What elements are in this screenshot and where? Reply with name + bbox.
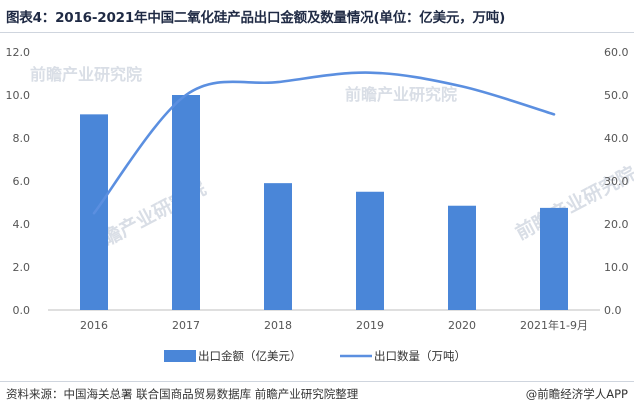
legend: 出口金额（亿美元） 出口数量（万吨） — [164, 349, 466, 363]
legend-label-amount: 出口金额（亿美元） — [198, 349, 302, 363]
bar-2020 — [448, 205, 476, 310]
x-tick-label: 2019 — [356, 319, 384, 332]
x-tick-label: 2018 — [264, 319, 292, 332]
x-tick-label: 2020 — [448, 319, 476, 332]
left-tick-label: 6.0 — [13, 175, 31, 188]
left-tick-label: 4.0 — [13, 218, 31, 231]
source-note: 资料来源：中国海关总署 联合国商品贸易数据库 前瞻产业研究院整理 — [6, 387, 359, 401]
left-tick-label: 12.0 — [6, 46, 31, 59]
right-tick-label: 0.0 — [604, 304, 622, 317]
right-tick-label: 30.0 — [604, 175, 629, 188]
x-tick-label: 2021年1-9月 — [520, 318, 588, 332]
right-tick-label: 50.0 — [604, 89, 629, 102]
line-quantity — [92, 71, 556, 215]
bar-2018 — [264, 183, 292, 310]
footer-divider — [0, 381, 634, 382]
left-tick-label: 10.0 — [6, 89, 31, 102]
legend-label-quantity: 出口数量（万吨） — [374, 349, 466, 363]
brand-credit: @前瞻经济学人APP — [525, 387, 628, 401]
chart-title: 图表4：2016-2021年中国二氧化硅产品出口金额及数量情况(单位：亿美元，万… — [6, 10, 506, 26]
legend-swatch-amount — [164, 350, 196, 362]
bar-2019 — [356, 191, 384, 310]
x-tick-label: 2016 — [80, 319, 108, 332]
right-tick-label: 10.0 — [604, 261, 629, 274]
right-tick-label: 40.0 — [604, 132, 629, 145]
left-axis-ticks: 0.0 2.0 4.0 6.0 8.0 10.0 12.0 — [6, 46, 31, 317]
watermark-text: 前瞻产业研究院 — [30, 65, 142, 84]
watermark-text: 前瞻产业研究院 — [345, 85, 457, 104]
left-tick-label: 8.0 — [13, 132, 31, 145]
title-divider — [0, 32, 634, 33]
right-tick-label: 60.0 — [604, 46, 629, 59]
x-axis-ticks: 2016 2017 2018 2019 2020 2021年1-9月 — [80, 318, 588, 332]
right-axis-ticks: 0.0 10.0 20.0 30.0 40.0 50.0 60.0 — [604, 46, 629, 317]
bar-2017 — [172, 95, 200, 310]
left-tick-label: 0.0 — [13, 304, 31, 317]
right-tick-label: 20.0 — [604, 218, 629, 231]
x-tick-label: 2017 — [172, 319, 200, 332]
left-tick-label: 2.0 — [13, 261, 31, 274]
bar-2021年1-9月 — [540, 207, 568, 310]
line-series — [92, 71, 556, 215]
